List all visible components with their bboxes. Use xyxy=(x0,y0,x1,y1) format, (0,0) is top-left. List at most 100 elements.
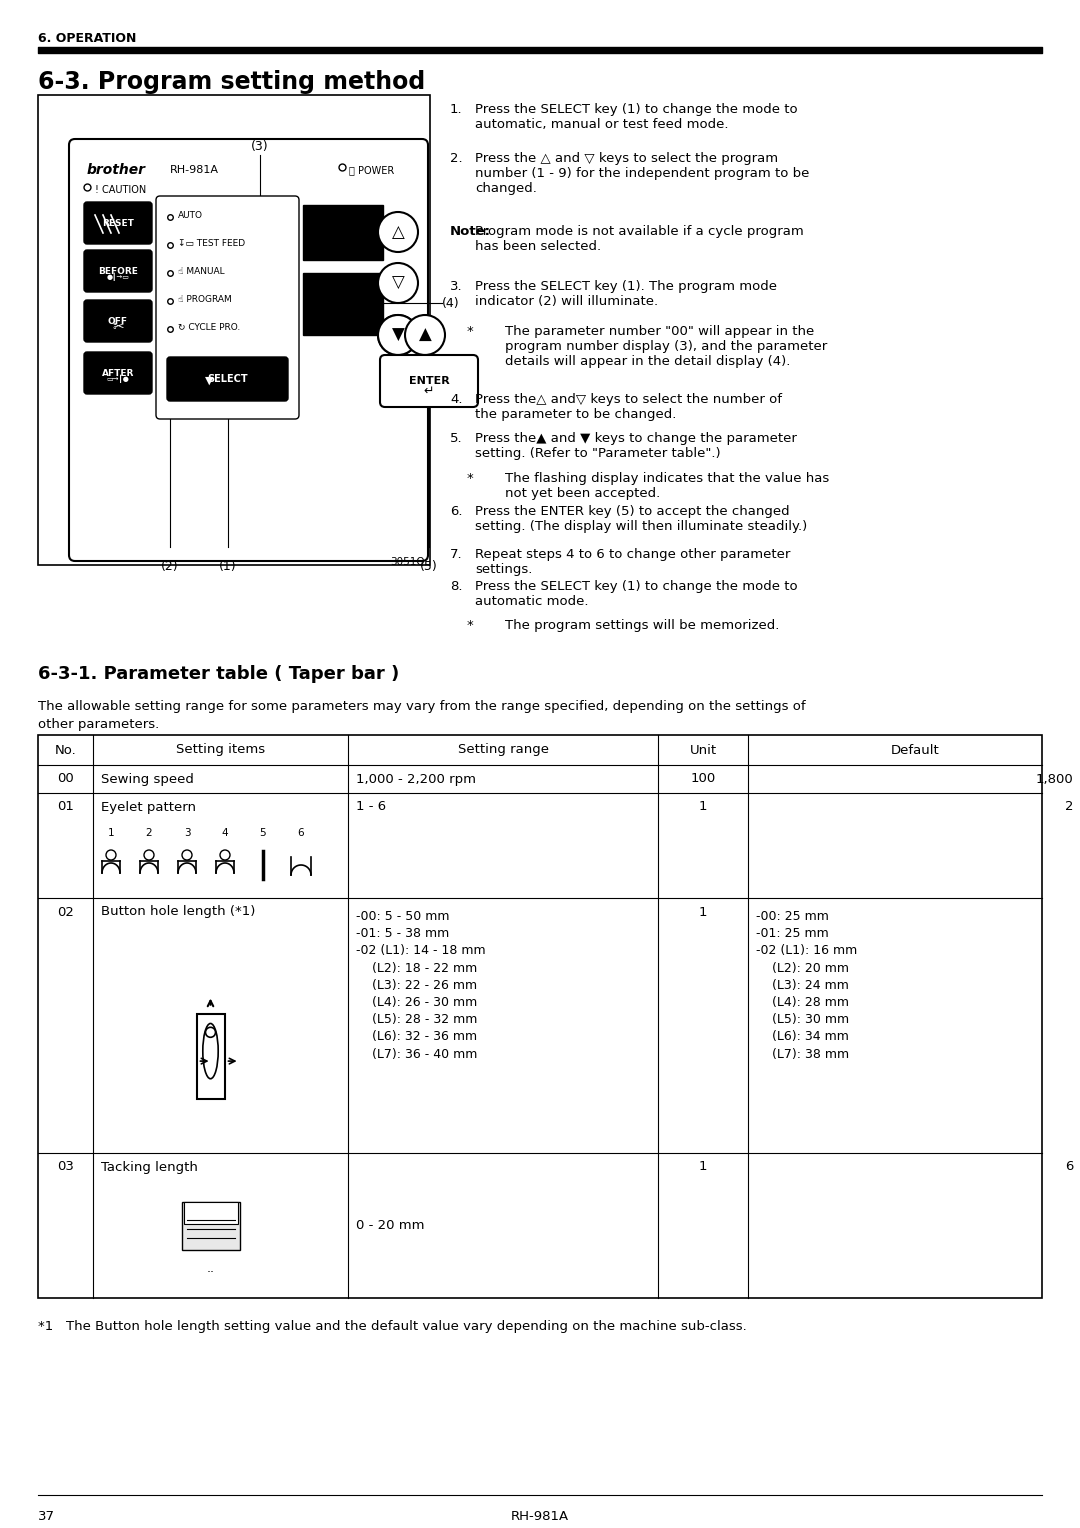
Text: ↻ CYCLE PRO.: ↻ CYCLE PRO. xyxy=(178,324,240,333)
Text: 2.: 2. xyxy=(450,151,462,165)
Text: The allowable setting range for some parameters may vary from the range specifie: The allowable setting range for some par… xyxy=(38,700,806,714)
Text: AUTO: AUTO xyxy=(178,211,203,220)
Text: 1: 1 xyxy=(108,828,114,837)
Bar xyxy=(181,1201,240,1250)
Text: *: * xyxy=(450,325,474,338)
Circle shape xyxy=(205,1027,216,1038)
Text: SELECT: SELECT xyxy=(207,374,247,384)
Circle shape xyxy=(220,850,230,860)
Text: ☝ MANUAL: ☝ MANUAL xyxy=(178,267,225,277)
Text: Press the△ and▽ keys to select the number of
the parameter to be changed.: Press the△ and▽ keys to select the numbe… xyxy=(475,393,782,422)
Text: 2: 2 xyxy=(146,828,152,837)
Text: ☝ PROGRAM: ☝ PROGRAM xyxy=(178,295,232,304)
Text: OFF: OFF xyxy=(108,316,129,325)
Text: 7.: 7. xyxy=(450,549,462,561)
Text: other parameters.: other parameters. xyxy=(38,718,159,730)
Text: 00: 00 xyxy=(57,773,73,785)
Text: 1,000 - 2,200 rpm: 1,000 - 2,200 rpm xyxy=(356,773,476,785)
Text: Default: Default xyxy=(891,744,940,756)
Bar xyxy=(303,274,383,335)
Text: Button hole length (*1): Button hole length (*1) xyxy=(102,906,255,918)
Text: BEFORE: BEFORE xyxy=(98,266,138,275)
Circle shape xyxy=(378,315,418,354)
Text: ▼: ▼ xyxy=(205,376,214,387)
Text: Note:: Note: xyxy=(450,225,491,238)
Text: 8.: 8. xyxy=(450,581,462,593)
Text: 02: 02 xyxy=(57,906,73,918)
Text: 37: 37 xyxy=(38,1510,55,1523)
Text: ↵: ↵ xyxy=(423,385,434,397)
Text: 1: 1 xyxy=(699,801,707,813)
Text: The parameter number "00" will appear in the
program number display (3), and the: The parameter number "00" will appear in… xyxy=(505,325,827,368)
FancyBboxPatch shape xyxy=(84,251,152,292)
Text: 6.: 6. xyxy=(450,504,462,518)
Bar xyxy=(38,95,430,565)
Text: RH-981A: RH-981A xyxy=(511,1510,569,1523)
Text: 6: 6 xyxy=(1065,1160,1074,1174)
Text: ✂: ✂ xyxy=(112,319,124,335)
Text: 2: 2 xyxy=(1065,801,1074,813)
Ellipse shape xyxy=(203,1024,218,1079)
Text: ⓘ POWER: ⓘ POWER xyxy=(349,165,394,176)
Text: Press the △ and ▽ keys to select the program
number (1 - 9) for the independent : Press the △ and ▽ keys to select the pro… xyxy=(475,151,809,196)
Circle shape xyxy=(378,315,418,354)
Circle shape xyxy=(405,315,445,354)
Text: Press the▲ and ▼ keys to change the parameter
setting. (Refer to "Parameter tabl: Press the▲ and ▼ keys to change the para… xyxy=(475,432,797,460)
Text: ●┃→▭: ●┃→▭ xyxy=(107,274,130,281)
Circle shape xyxy=(378,212,418,252)
Text: 0 - 20 mm: 0 - 20 mm xyxy=(356,1219,424,1232)
Circle shape xyxy=(106,850,116,860)
Text: (5): (5) xyxy=(420,559,437,573)
Text: 01: 01 xyxy=(57,801,73,813)
Text: 5.: 5. xyxy=(450,432,462,445)
Text: 1,800: 1,800 xyxy=(1036,773,1074,785)
Text: brother: brother xyxy=(87,163,146,177)
Text: Repeat steps 4 to 6 to change other parameter
settings.: Repeat steps 4 to 6 to change other para… xyxy=(475,549,791,576)
Text: (3): (3) xyxy=(252,141,269,153)
Text: 03: 03 xyxy=(57,1160,73,1174)
FancyBboxPatch shape xyxy=(69,139,428,561)
Text: *1   The Button hole length setting value and the default value vary depending o: *1 The Button hole length setting value … xyxy=(38,1320,746,1332)
Text: Press the ENTER key (5) to accept the changed
setting. (The display will then il: Press the ENTER key (5) to accept the ch… xyxy=(475,504,807,533)
FancyBboxPatch shape xyxy=(167,358,288,400)
Text: 3: 3 xyxy=(184,828,190,837)
Text: *: * xyxy=(450,619,474,633)
Text: 1: 1 xyxy=(699,1160,707,1174)
Text: The flashing display indicates that the value has
not yet been accepted.: The flashing display indicates that the … xyxy=(505,472,829,500)
Text: △: △ xyxy=(392,223,404,241)
Text: 6-3. Program setting method: 6-3. Program setting method xyxy=(38,70,426,95)
Text: Eyelet pattern: Eyelet pattern xyxy=(102,801,195,813)
Text: The program settings will be memorized.: The program settings will be memorized. xyxy=(505,619,780,633)
Text: -00: 5 - 50 mm
-01: 5 - 38 mm
-02 (L1): 14 - 18 mm
    (L2): 18 - 22 mm
    (L3): -00: 5 - 50 mm -01: 5 - 38 mm -02 (L1): … xyxy=(356,911,486,1060)
Circle shape xyxy=(378,263,418,303)
FancyBboxPatch shape xyxy=(84,299,152,342)
Text: 1.: 1. xyxy=(450,102,462,116)
Bar xyxy=(197,1013,225,1099)
Bar xyxy=(38,735,1042,1297)
Text: (2): (2) xyxy=(161,559,179,573)
Text: (1): (1) xyxy=(218,559,237,573)
Text: 6-3-1. Parameter table ( Taper bar ): 6-3-1. Parameter table ( Taper bar ) xyxy=(38,665,400,683)
Text: Press the SELECT key (1) to change the mode to
automatic mode.: Press the SELECT key (1) to change the m… xyxy=(475,581,798,608)
Text: 100: 100 xyxy=(690,773,716,785)
Text: No.: No. xyxy=(55,744,77,756)
Text: RH-981A: RH-981A xyxy=(170,165,219,176)
Text: 3051Q: 3051Q xyxy=(390,558,426,567)
Text: ▭→┃●: ▭→┃● xyxy=(107,374,130,384)
Text: 4: 4 xyxy=(221,828,228,837)
Text: Tacking length: Tacking length xyxy=(102,1160,198,1174)
Text: ▼: ▼ xyxy=(392,325,404,344)
Circle shape xyxy=(183,850,192,860)
Text: ENTER: ENTER xyxy=(408,376,449,387)
FancyBboxPatch shape xyxy=(84,351,152,394)
Text: ..: .. xyxy=(206,1262,215,1274)
Text: 6. OPERATION: 6. OPERATION xyxy=(38,32,136,44)
Text: 1: 1 xyxy=(699,906,707,918)
Circle shape xyxy=(144,850,154,860)
Text: RESET: RESET xyxy=(103,219,134,228)
Text: Setting items: Setting items xyxy=(176,744,265,756)
Text: Sewing speed: Sewing speed xyxy=(102,773,194,785)
Text: Program mode is not available if a cycle program
has been selected.: Program mode is not available if a cycle… xyxy=(475,225,804,254)
Text: Setting range: Setting range xyxy=(458,744,549,756)
Text: Press the SELECT key (1). The program mode
indicator (2) will illuminate.: Press the SELECT key (1). The program mo… xyxy=(475,280,777,309)
